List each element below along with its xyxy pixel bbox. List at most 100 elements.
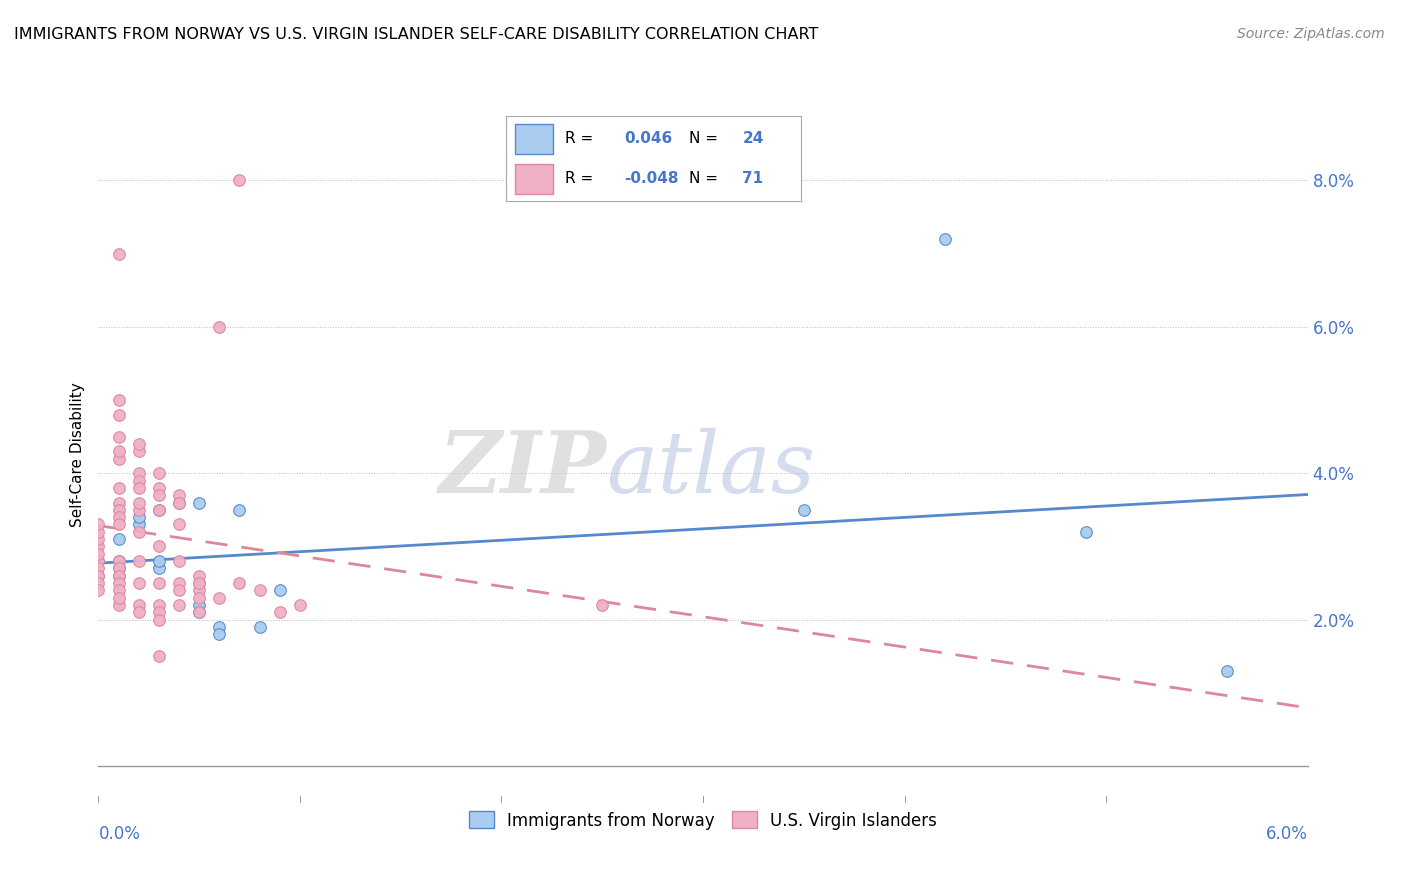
Point bbox=[148, 576, 170, 591]
Point bbox=[148, 649, 170, 664]
Point bbox=[87, 554, 110, 568]
Point bbox=[167, 576, 190, 591]
Point bbox=[87, 576, 110, 591]
Point bbox=[128, 467, 150, 481]
Point bbox=[188, 568, 211, 582]
Point bbox=[107, 429, 129, 443]
Point bbox=[188, 576, 211, 591]
Point bbox=[148, 503, 170, 517]
Point bbox=[1216, 664, 1239, 678]
Point bbox=[87, 561, 110, 575]
Point bbox=[934, 232, 956, 246]
Point bbox=[128, 495, 150, 509]
Point bbox=[128, 524, 150, 539]
Point bbox=[87, 568, 110, 582]
Text: Source: ZipAtlas.com: Source: ZipAtlas.com bbox=[1237, 27, 1385, 41]
Point bbox=[148, 488, 170, 502]
Point bbox=[87, 540, 110, 554]
FancyBboxPatch shape bbox=[515, 164, 554, 194]
Point bbox=[107, 598, 129, 612]
Text: 71: 71 bbox=[742, 171, 763, 186]
Text: R =: R = bbox=[565, 171, 593, 186]
Text: N =: N = bbox=[689, 171, 718, 186]
Point bbox=[107, 503, 129, 517]
Text: 24: 24 bbox=[742, 131, 763, 146]
Point bbox=[87, 517, 110, 532]
Point bbox=[128, 510, 150, 524]
Point bbox=[107, 444, 129, 458]
Text: ZIP: ZIP bbox=[439, 427, 606, 510]
Point bbox=[128, 481, 150, 495]
Point bbox=[591, 598, 613, 612]
Point bbox=[148, 606, 170, 620]
Point bbox=[107, 451, 129, 466]
Point bbox=[107, 561, 129, 575]
Point bbox=[167, 495, 190, 509]
Point bbox=[87, 532, 110, 546]
Point bbox=[148, 613, 170, 627]
Y-axis label: Self-Care Disability: Self-Care Disability bbox=[69, 383, 84, 527]
Point bbox=[148, 598, 170, 612]
Point bbox=[107, 554, 129, 568]
Point bbox=[188, 495, 211, 509]
Text: N =: N = bbox=[689, 131, 718, 146]
Point bbox=[1074, 524, 1097, 539]
Point bbox=[107, 554, 129, 568]
Point bbox=[167, 554, 190, 568]
Point bbox=[107, 510, 129, 524]
Point bbox=[87, 547, 110, 561]
Point bbox=[208, 627, 231, 641]
Point bbox=[167, 517, 190, 532]
Point bbox=[128, 503, 150, 517]
Text: -0.048: -0.048 bbox=[624, 171, 679, 186]
Point bbox=[208, 620, 231, 634]
Point bbox=[208, 319, 231, 334]
Point bbox=[128, 598, 150, 612]
Text: 0.046: 0.046 bbox=[624, 131, 672, 146]
Point bbox=[188, 576, 211, 591]
Point bbox=[148, 481, 170, 495]
Point bbox=[148, 540, 170, 554]
Point bbox=[228, 576, 250, 591]
Point bbox=[188, 583, 211, 598]
Point bbox=[107, 408, 129, 422]
Point bbox=[188, 606, 211, 620]
FancyBboxPatch shape bbox=[515, 124, 554, 154]
Point bbox=[269, 606, 291, 620]
Point bbox=[793, 503, 815, 517]
Point bbox=[249, 620, 271, 634]
Point bbox=[167, 488, 190, 502]
Point bbox=[107, 568, 129, 582]
Point bbox=[208, 591, 231, 605]
Text: 0.0%: 0.0% bbox=[98, 825, 141, 843]
Point bbox=[249, 583, 271, 598]
Point bbox=[128, 474, 150, 488]
Point bbox=[128, 576, 150, 591]
Point bbox=[128, 444, 150, 458]
Point bbox=[148, 561, 170, 575]
Point bbox=[107, 591, 129, 605]
Point bbox=[188, 591, 211, 605]
Point bbox=[107, 392, 129, 407]
Point bbox=[188, 606, 211, 620]
Point bbox=[107, 246, 129, 260]
Point bbox=[107, 576, 129, 591]
Point bbox=[228, 503, 250, 517]
Point bbox=[148, 467, 170, 481]
Point bbox=[128, 517, 150, 532]
Point bbox=[107, 481, 129, 495]
Text: IMMIGRANTS FROM NORWAY VS U.S. VIRGIN ISLANDER SELF-CARE DISABILITY CORRELATION : IMMIGRANTS FROM NORWAY VS U.S. VIRGIN IS… bbox=[14, 27, 818, 42]
Point bbox=[107, 561, 129, 575]
Point bbox=[107, 495, 129, 509]
Point bbox=[288, 598, 311, 612]
Point bbox=[128, 437, 150, 451]
Point bbox=[228, 173, 250, 187]
Point bbox=[188, 598, 211, 612]
Point bbox=[269, 583, 291, 598]
Point bbox=[87, 524, 110, 539]
Point bbox=[148, 503, 170, 517]
Point bbox=[107, 517, 129, 532]
Point bbox=[167, 583, 190, 598]
Point bbox=[128, 606, 150, 620]
Point bbox=[167, 495, 190, 509]
